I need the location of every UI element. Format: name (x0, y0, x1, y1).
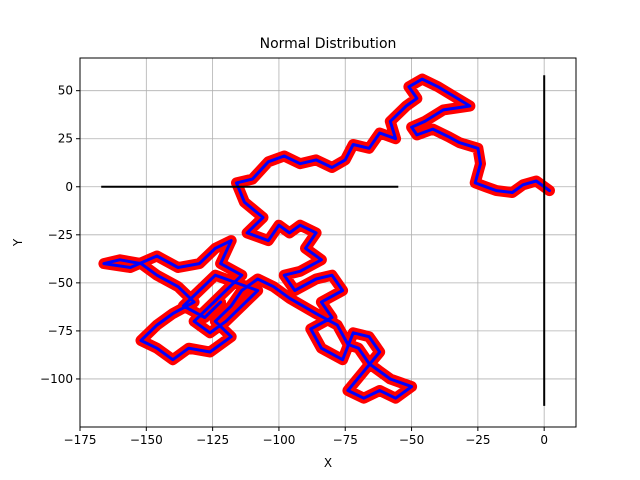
y-axis-label: Y (11, 238, 25, 247)
y-tick-label: −50 (48, 276, 73, 290)
y-tick-label: −75 (48, 324, 73, 338)
plot-area (98, 73, 555, 406)
y-tick-label: −100 (40, 372, 73, 386)
x-axis-ticks: −175 −150 −125 −100 −75 −50 −25 0 (64, 427, 548, 447)
chart-title: Normal Distribution (260, 36, 397, 52)
walk-inner-line (102, 77, 551, 400)
x-tick-label: −150 (130, 433, 163, 447)
y-tick-label: 50 (58, 84, 73, 98)
x-tick-label: −100 (262, 433, 295, 447)
x-tick-label: −75 (333, 433, 358, 447)
x-axis-label: X (324, 456, 332, 470)
y-tick-label: 0 (65, 180, 73, 194)
y-tick-label: 25 (58, 132, 73, 146)
x-tick-label: 0 (540, 433, 548, 447)
data-marks (98, 73, 555, 406)
x-tick-label: −25 (465, 433, 490, 447)
x-tick-label: −50 (399, 433, 424, 447)
y-tick-label: −25 (48, 228, 73, 242)
x-tick-label: −125 (196, 433, 229, 447)
axes-frame (79, 57, 577, 428)
x-tick-label: −175 (64, 433, 97, 447)
y-axis-ticks: −100 −75 −50 −25 0 25 50 (40, 84, 80, 386)
